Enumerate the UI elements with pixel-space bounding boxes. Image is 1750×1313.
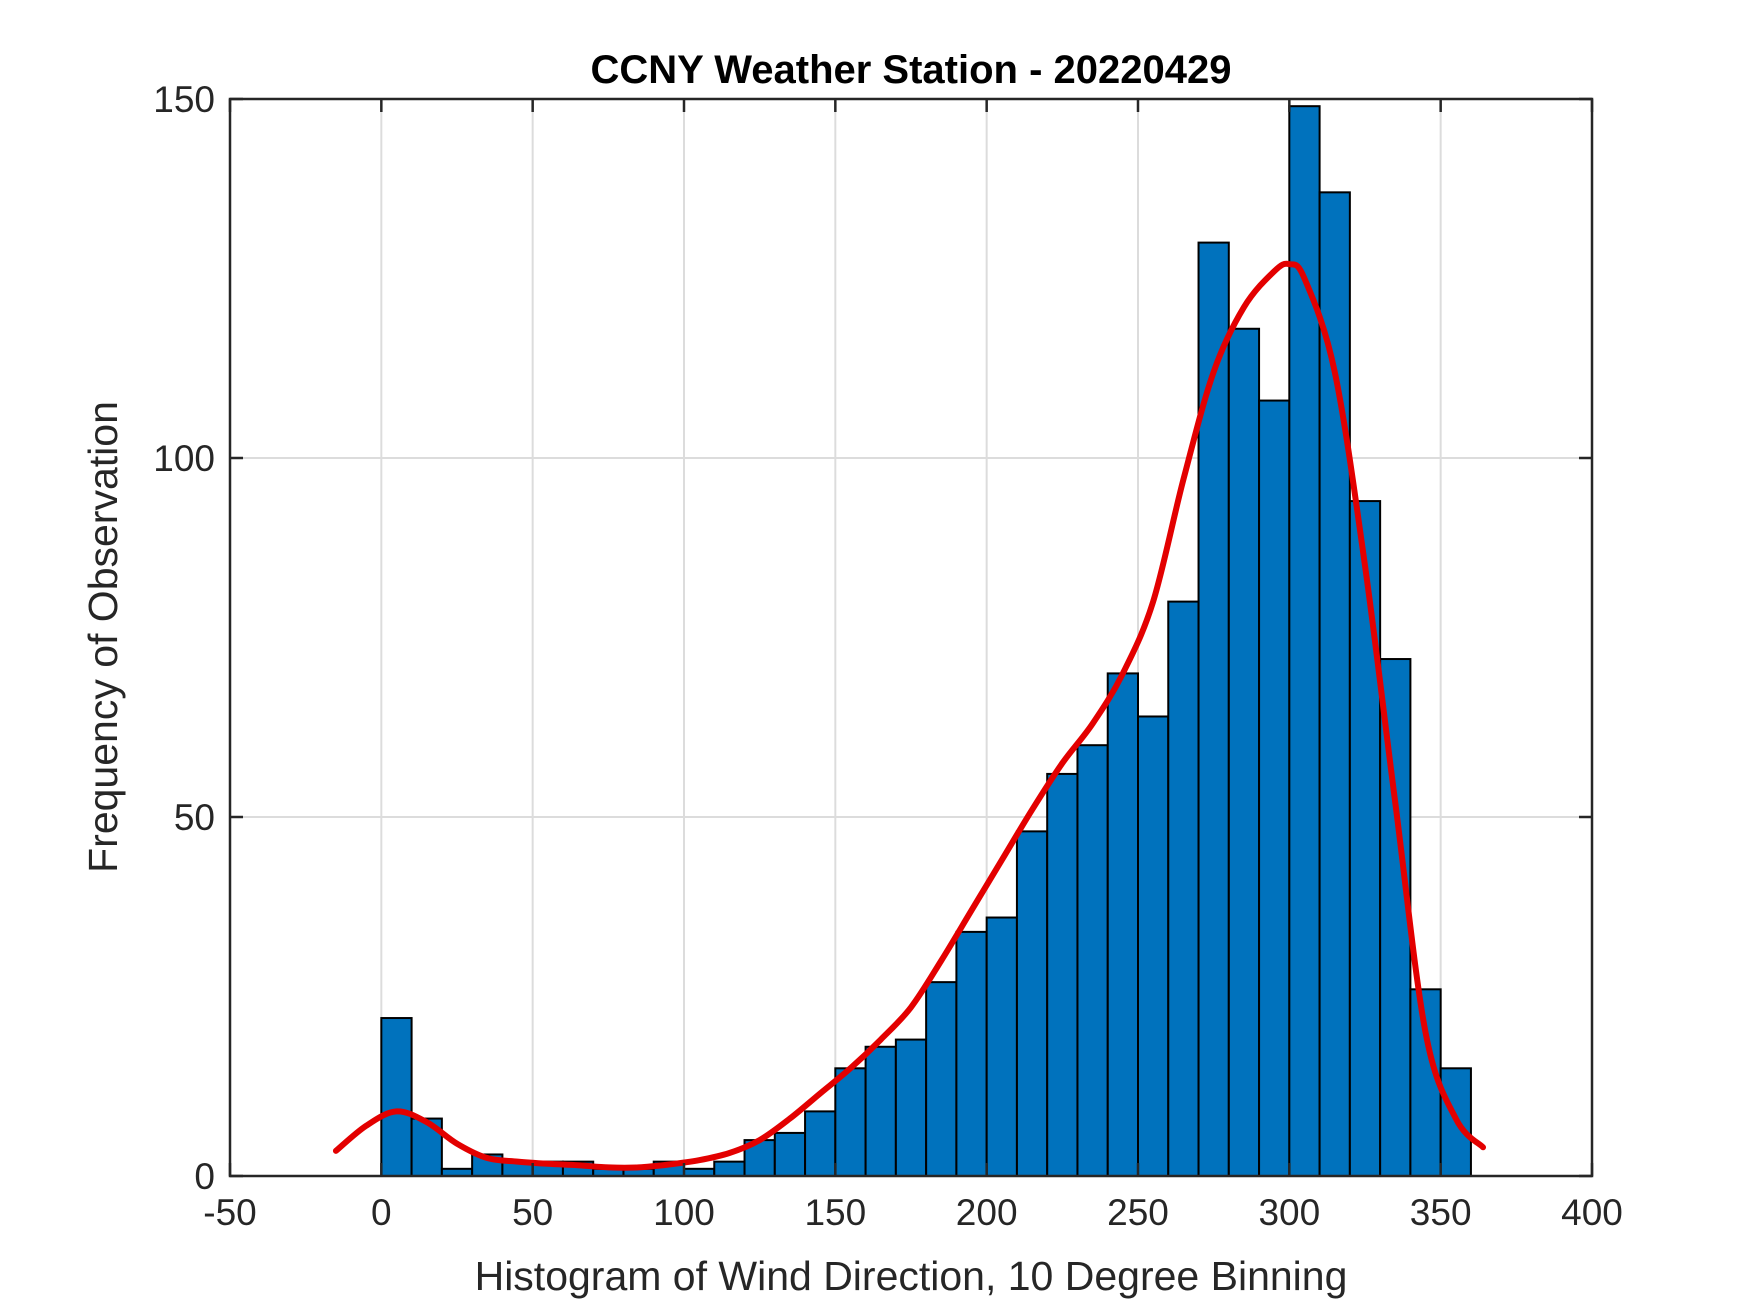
histogram-bars: [380, 105, 1472, 1178]
histogram-bar-260: [1167, 600, 1200, 1177]
fit-curve-layer: [332, 260, 1487, 1171]
histogram-bar-280: [1227, 327, 1261, 1177]
histogram-bar-220: [1046, 772, 1079, 1177]
x-tick-label: 350: [1410, 1192, 1472, 1233]
x-tick-label: 0: [371, 1192, 392, 1233]
histogram-bar-310: [1318, 191, 1351, 1177]
y-tick-label: 150: [153, 79, 215, 120]
x-tick-label: 50: [512, 1192, 553, 1233]
histogram-bar-290: [1258, 399, 1291, 1177]
histogram-bar-270: [1197, 241, 1230, 1178]
chart-title: CCNY Weather Station - 20220429: [591, 48, 1232, 92]
y-tick-label: 0: [194, 1156, 215, 1197]
x-tick-label: 300: [1258, 1192, 1320, 1233]
histogram-bar-210: [1015, 830, 1049, 1177]
x-tick-label: 400: [1561, 1192, 1623, 1233]
histogram-bar-230: [1076, 744, 1109, 1177]
histogram-bar-150: [834, 1067, 867, 1178]
histogram-bar-0: [380, 1017, 413, 1177]
histogram-bar-160: [864, 1045, 897, 1178]
fit-curve-line: [332, 260, 1487, 1171]
plot-area-frame: [228, 97, 1594, 1178]
y-tick-label: 100: [153, 438, 215, 479]
histogram-bar-250: [1137, 715, 1170, 1177]
histogram-bar-320: [1348, 500, 1382, 1177]
x-axis-label: Histogram of Wind Direction, 10 Degree B…: [475, 1253, 1348, 1299]
x-tick-label: 200: [956, 1192, 1018, 1233]
histogram-bar-120: [743, 1139, 776, 1177]
histogram-bar-240: [1106, 672, 1139, 1178]
histogram-bar-140: [804, 1110, 837, 1178]
histogram-bar-110: [713, 1160, 746, 1178]
histogram-bar-190: [955, 930, 988, 1177]
histogram-bar-130: [773, 1131, 807, 1178]
x-tick-label: -50: [203, 1192, 256, 1233]
x-tick-label: 100: [653, 1192, 715, 1233]
y-axis-label: Frequency of Observation: [80, 401, 126, 873]
x-tick-label: 150: [804, 1192, 866, 1233]
histogram-bar-200: [985, 916, 1018, 1178]
histogram-bar-170: [894, 1038, 928, 1177]
y-tick-label: 50: [174, 797, 215, 838]
axis-ticks: [228, 97, 1594, 1178]
x-tick-label: 250: [1107, 1192, 1169, 1233]
histogram-bar-180: [925, 981, 958, 1178]
